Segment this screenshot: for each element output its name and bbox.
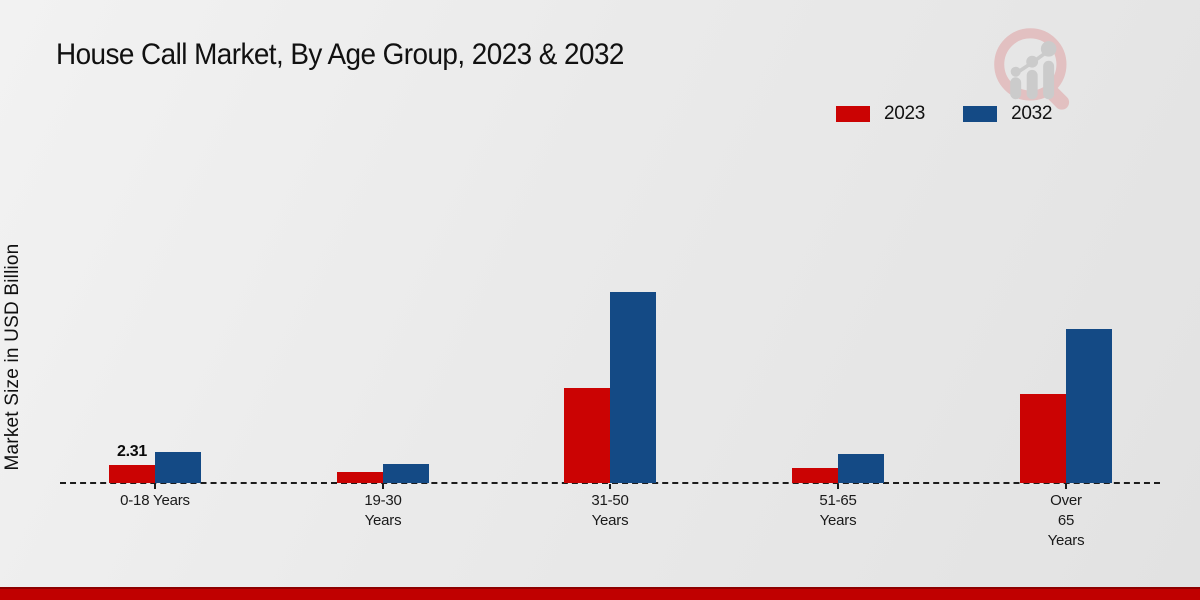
legend-swatch-2023 [836,106,870,122]
x-axis-label-31-50-years: 31-50 Years [591,492,629,529]
bar-2032-over-65-years [1066,329,1112,483]
x-axis-label-51-65-years: 51-65 Years [819,492,857,529]
x-axis-tick [154,484,156,489]
legend-label-2023: 2023 [884,103,926,124]
x-axis-tick [1065,484,1067,489]
bar-value-label: 2.31 [117,443,147,460]
x-axis-tick [382,484,384,489]
bar-2023-0-18-years [109,465,155,483]
legend-item-2023: 2023 [836,103,925,125]
x-axis-label-over-65-years: Over 65 Years [1047,492,1085,549]
bar-2023-19-30-years [337,472,383,483]
x-axis-tick [837,484,839,489]
bar-2032-0-18-years [155,452,201,483]
chart-title: House Call Market, By Age Group, 2023 & … [56,38,624,71]
legend-item-2032: 2032 [963,103,1052,125]
bar-2023-31-50-years [564,388,610,483]
legend: 2023 2032 [836,103,1052,125]
bar-2032-19-30-years [383,464,429,483]
x-axis-label-0-18-years: 0-18 Years [120,492,190,509]
bar-2023-51-65-years [792,468,838,483]
x-axis-baseline [60,482,1160,484]
x-axis-tick [609,484,611,489]
legend-label-2032: 2032 [1011,103,1053,124]
legend-swatch-2032 [963,106,998,122]
footer-accent-bar [0,587,1200,600]
bar-2032-31-50-years [610,292,656,483]
bar-2032-51-65-years [838,454,884,483]
x-axis-label-19-30-years: 19-30 Years [364,492,402,529]
bar-2023-over-65-years [1020,394,1066,483]
magnifier-bar-chart-logo-icon [994,28,1070,110]
